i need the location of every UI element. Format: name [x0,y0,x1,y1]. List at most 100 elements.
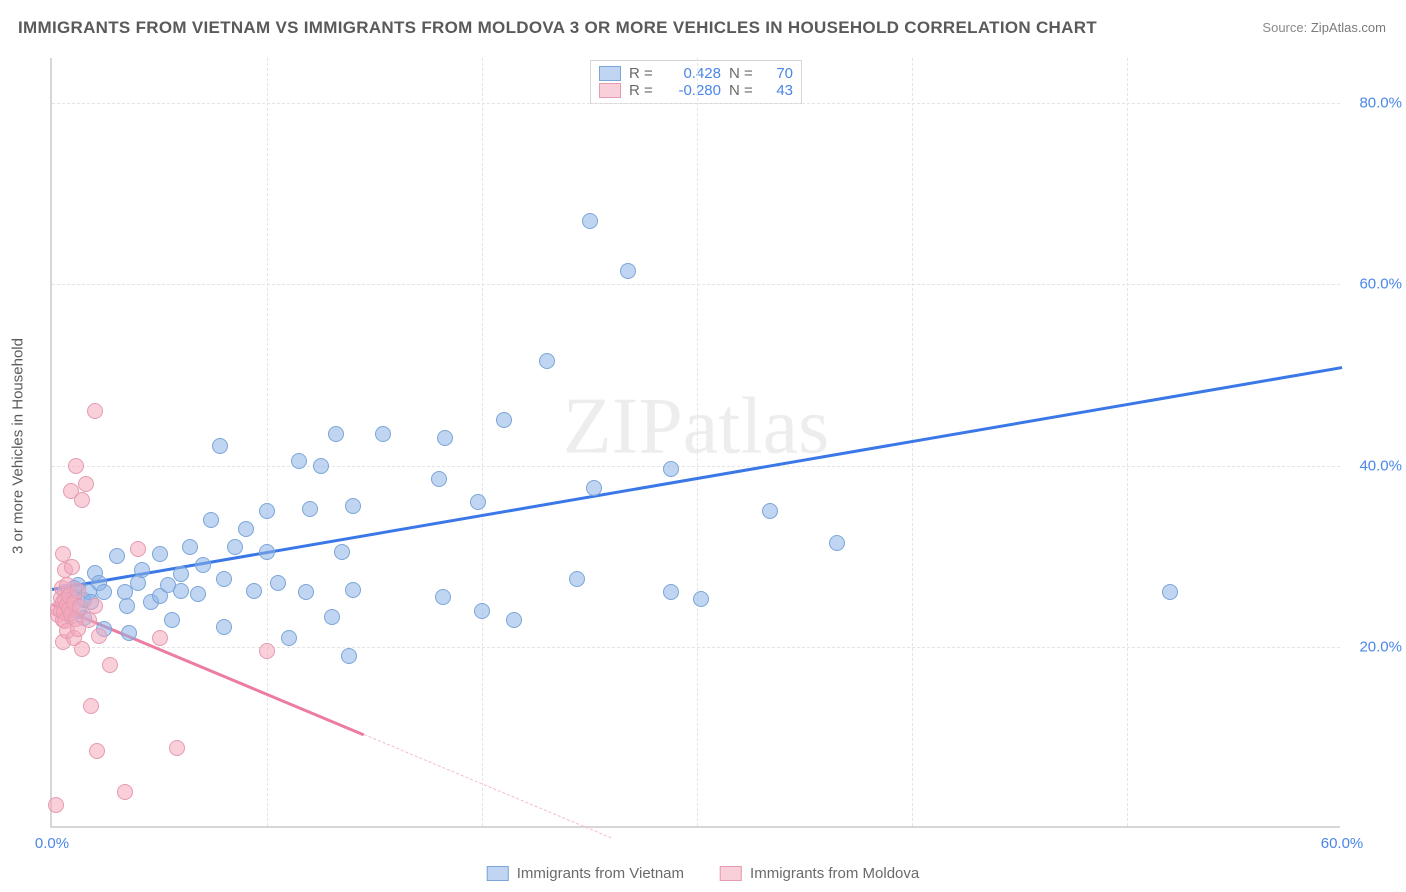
stat-r-label: R = [629,65,655,82]
scatter-point [663,461,679,477]
scatter-point [324,609,340,625]
scatter-point [117,784,133,800]
source-attribution: Source: ZipAtlas.com [1262,20,1386,35]
scatter-point [569,571,585,587]
scatter-point [119,598,135,614]
x-tick-label: 0.0% [35,835,69,852]
scatter-point [68,458,84,474]
gridline-horizontal [52,103,1340,104]
scatter-point [74,492,90,508]
scatter-point [173,583,189,599]
stat-n-label: N = [729,82,755,99]
gridline-horizontal [52,284,1340,285]
scatter-point [298,584,314,600]
scatter-point [87,403,103,419]
legend-swatch [599,66,621,81]
scatter-point [134,562,150,578]
scatter-point [227,539,243,555]
stat-legend-row: R =-0.280N =43 [599,82,793,99]
source-label: Source: [1262,20,1307,35]
scatter-point [259,643,275,659]
scatter-point [375,426,391,442]
scatter-point [470,494,486,510]
gridline-vertical [267,58,268,826]
gridline-vertical [1127,58,1128,826]
x-tick-label: 60.0% [1321,835,1364,852]
scatter-point [334,544,350,560]
legend-swatch [487,866,509,881]
stat-n-label: N = [729,65,755,82]
scatter-point [102,657,118,673]
scatter-point [302,501,318,517]
scatter-point [121,625,137,641]
scatter-point [87,598,103,614]
scatter-point [195,557,211,573]
scatter-point [313,458,329,474]
scatter-point [91,628,107,644]
gridline-horizontal [52,466,1340,467]
scatter-point [496,412,512,428]
scatter-point [238,521,254,537]
gridline-horizontal [52,647,1340,648]
scatter-point [169,740,185,756]
stat-legend-row: R = 0.428 N = 70 [599,65,793,82]
y-tick-label: 60.0% [1347,276,1402,293]
scatter-point [182,539,198,555]
scatter-point [190,586,206,602]
scatter-point [341,648,357,664]
scatter-point [74,641,90,657]
scatter-point [259,503,275,519]
scatter-point [435,589,451,605]
scatter-point [506,612,522,628]
scatter-point [109,548,125,564]
scatter-point [173,566,189,582]
scatter-point [474,603,490,619]
scatter-point [431,471,447,487]
scatter-point [64,559,80,575]
legend-item: Immigrants from Vietnam [487,865,684,882]
scatter-point [212,438,228,454]
scatter-point [164,612,180,628]
scatter-point [259,544,275,560]
legend-item: Immigrants from Moldova [720,865,919,882]
scatter-point [345,582,361,598]
legend-label: Immigrants from Moldova [750,865,919,882]
y-axis-label: 3 or more Vehicles in Household [10,338,27,554]
scatter-point [663,584,679,600]
scatter-point [78,476,94,492]
chart-title: IMMIGRANTS FROM VIETNAM VS IMMIGRANTS FR… [18,18,1097,38]
scatter-point [89,743,105,759]
scatter-plot-area: ZIPatlas R =0.428N =70R =-0.280N =43 20.… [50,58,1340,828]
scatter-point [291,453,307,469]
y-tick-label: 20.0% [1347,638,1402,655]
scatter-point [328,426,344,442]
y-tick-label: 40.0% [1347,457,1402,474]
stat-n-value: 70 [763,65,793,82]
scatter-point [152,630,168,646]
watermark-text: ZIPatlas [563,381,830,472]
scatter-point [216,571,232,587]
scatter-point [246,583,262,599]
scatter-point [582,213,598,229]
scatter-point [70,583,86,599]
scatter-point [586,480,602,496]
stat-r-label: R = [629,82,655,99]
legend-swatch [720,866,742,881]
scatter-point [83,698,99,714]
scatter-point [437,430,453,446]
scatter-point [203,512,219,528]
scatter-point [829,535,845,551]
gridline-vertical [697,58,698,826]
scatter-point [130,575,146,591]
scatter-point [130,541,146,557]
scatter-point [48,797,64,813]
legend-label: Immigrants from Vietnam [517,865,684,882]
legend-swatch [599,83,621,98]
scatter-point [620,263,636,279]
regression-line [364,734,612,838]
scatter-point [1162,584,1178,600]
scatter-point [539,353,555,369]
source-value: ZipAtlas.com [1311,20,1386,35]
scatter-point [270,575,286,591]
stat-r-value: 0.428 [663,65,721,82]
